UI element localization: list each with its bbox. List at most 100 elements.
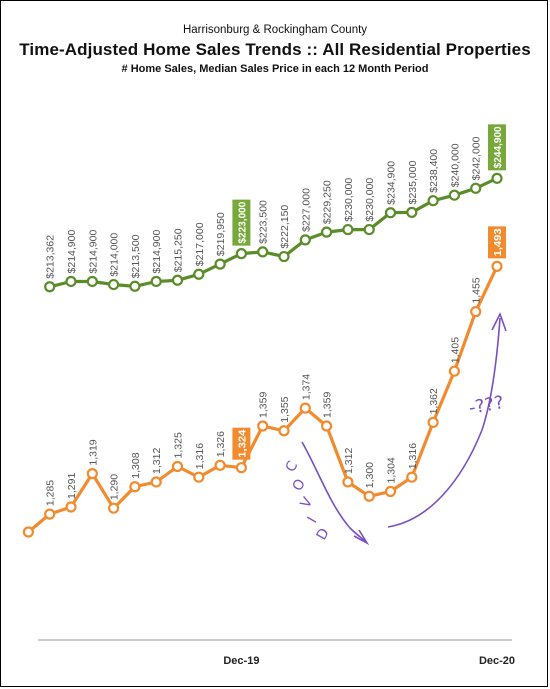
data-label: 1,455 bbox=[471, 277, 483, 303]
data-point bbox=[470, 182, 482, 194]
data-point bbox=[299, 402, 311, 414]
data-point bbox=[363, 490, 375, 502]
data-point bbox=[363, 223, 375, 236]
data-label: $229,250 bbox=[322, 180, 334, 224]
data-label: 1,316 bbox=[194, 443, 206, 469]
data-point bbox=[406, 471, 418, 483]
data-label: 1,355 bbox=[279, 396, 291, 422]
data-label: 1,308 bbox=[130, 452, 142, 478]
data-label: 1,405 bbox=[449, 337, 461, 363]
data-point bbox=[65, 501, 77, 513]
data-point bbox=[235, 248, 247, 260]
highlight-label-box bbox=[232, 427, 251, 460]
data-point bbox=[321, 420, 333, 432]
data-point bbox=[448, 365, 460, 377]
data-point bbox=[427, 195, 439, 207]
data-label: 1,362 bbox=[428, 388, 440, 414]
data-label: 1,300 bbox=[364, 462, 376, 488]
data-point bbox=[86, 275, 98, 288]
data-point bbox=[342, 223, 354, 236]
data-label: 1,325 bbox=[173, 432, 185, 458]
x-tick-label: Dec-20 bbox=[479, 655, 515, 667]
annotation-letter: C bbox=[283, 458, 302, 475]
arrow-head-icon bbox=[491, 311, 507, 332]
data-label: $242,000 bbox=[471, 136, 483, 180]
data-label: 1,374 bbox=[300, 374, 312, 400]
chart-title: Time-Adjusted Home Sales Trends :: All R… bbox=[19, 40, 531, 59]
data-point bbox=[321, 226, 333, 238]
data-label: $214,900 bbox=[151, 230, 163, 274]
data-label: $214,000 bbox=[109, 233, 121, 277]
data-label: 1,290 bbox=[109, 474, 121, 500]
data-label: 1,304 bbox=[386, 457, 398, 483]
data-label: 1,316 bbox=[407, 443, 419, 469]
data-point bbox=[150, 275, 162, 288]
data-point bbox=[193, 471, 205, 483]
annotation-question: -??? bbox=[467, 392, 505, 419]
data-point bbox=[129, 481, 141, 493]
data-label: $230,000 bbox=[364, 178, 376, 222]
highlight-label-box bbox=[488, 226, 506, 259]
data-point bbox=[427, 416, 439, 429]
data-point bbox=[171, 274, 184, 286]
data-label: 1,291 bbox=[66, 473, 78, 499]
data-label: $227,000 bbox=[300, 188, 312, 232]
data-label: $217,000 bbox=[194, 222, 206, 266]
data-point bbox=[278, 425, 290, 437]
data-label: 1,326 bbox=[215, 431, 227, 457]
data-point bbox=[491, 260, 503, 272]
data-point bbox=[193, 268, 205, 280]
data-label: 1,324 bbox=[236, 430, 248, 458]
data-point bbox=[44, 508, 56, 520]
annotation-arrow bbox=[301, 441, 367, 543]
data-point bbox=[406, 206, 418, 218]
data-point bbox=[214, 459, 226, 471]
data-point bbox=[257, 246, 269, 258]
data-point bbox=[107, 278, 120, 291]
data-label: $223,000 bbox=[236, 201, 248, 243]
data-point bbox=[448, 189, 460, 201]
data-label: $213,362 bbox=[45, 235, 57, 279]
data-point bbox=[342, 476, 354, 488]
annotation-letter: O bbox=[290, 476, 309, 494]
series-0: $213,362 $214,900 $214,900 $214,000 $213,500… bbox=[44, 124, 506, 293]
x-tick-label: Dec-19 bbox=[223, 655, 259, 667]
data-label: 1,319 bbox=[87, 439, 99, 465]
data-label: 1,285 bbox=[45, 480, 57, 506]
data-label: $214,900 bbox=[66, 230, 78, 274]
data-point bbox=[65, 275, 77, 288]
series-line bbox=[49, 176, 498, 289]
data-label: $213,500 bbox=[130, 234, 142, 278]
data-point bbox=[150, 476, 162, 488]
data-point bbox=[299, 234, 311, 246]
data-label: 1,493 bbox=[492, 228, 504, 256]
data-point bbox=[44, 281, 56, 293]
data-point bbox=[470, 306, 482, 318]
chart-supertitle: Harrisonburg & Rockingham County bbox=[182, 24, 368, 36]
data-label: $214,900 bbox=[87, 230, 99, 274]
highlight-label-box bbox=[232, 199, 251, 246]
data-point bbox=[129, 280, 141, 292]
data-label: 1,312 bbox=[343, 448, 355, 474]
data-label: $219,950 bbox=[215, 212, 227, 256]
annotation-letter: D bbox=[314, 526, 333, 543]
data-point bbox=[86, 468, 98, 480]
series-1: 1,285 1,291 1,319 1,290 1,308 1,312 1,325 1,316… bbox=[22, 226, 506, 538]
annotation-letter: I bbox=[305, 514, 321, 526]
data-point bbox=[491, 172, 503, 184]
arrow-head-icon bbox=[353, 529, 370, 546]
data-label: 1,359 bbox=[322, 392, 334, 418]
data-point bbox=[214, 258, 226, 270]
data-label: $234,900 bbox=[386, 161, 398, 205]
data-point bbox=[171, 460, 184, 473]
data-label: $223,500 bbox=[258, 200, 270, 244]
annotation-arrow bbox=[387, 317, 501, 528]
data-point bbox=[257, 420, 269, 432]
data-point bbox=[235, 462, 247, 474]
data-point bbox=[384, 207, 397, 219]
data-label: $238,400 bbox=[428, 149, 440, 193]
chart-subtitle: # Home Sales, Median Sales Price in each… bbox=[121, 63, 429, 75]
